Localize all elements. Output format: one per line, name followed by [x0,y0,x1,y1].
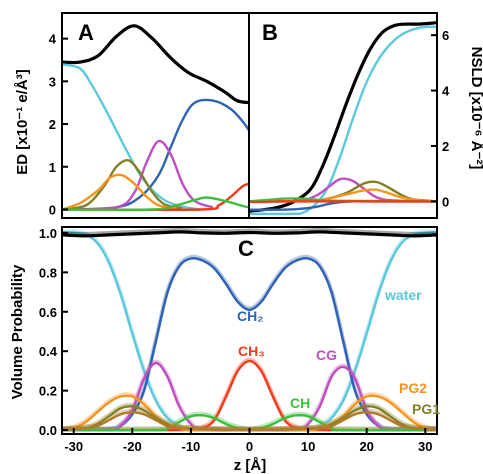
series-b-total [249,21,437,213]
ytick-label-b: 4 [442,84,450,99]
xtick-label-c: -30 [64,439,83,454]
panel-label-c: C [238,236,254,261]
plot-area-a [62,24,249,212]
ytick-label-a: 4 [49,32,57,47]
series-c-pg2-shadow [62,392,437,431]
series-a-ch2 [62,98,249,211]
x-axis-label-z: z [Å] [234,457,267,474]
ytick-label-a: 2 [49,117,56,132]
label-cg: CG [316,347,337,363]
panel-label-b: B [262,20,278,45]
label-pg1: PG1 [412,401,440,417]
label-ch2: CH₂ [237,308,263,324]
ytick-label-c: 0.6 [39,305,57,320]
plot-area-b [249,21,437,216]
series-c-water [62,231,437,432]
ytick-label-b: 2 [442,139,449,154]
ytick-label-c: 0.8 [39,265,57,280]
xtick-label-c: -10 [182,439,201,454]
series-c-total [62,230,437,238]
ytick-label-c: 0.0 [39,423,57,438]
panel-label-a: A [78,20,94,45]
series-a-total [62,24,249,105]
xtick-label-c: -20 [123,439,142,454]
series-a-ch [62,196,249,212]
series-a-cg [62,139,214,211]
y-axis-label-ed: ED [x10⁻¹ e/Å³] [14,69,31,174]
label-ch: CH [290,395,310,411]
ytick-label-b: 0 [442,194,449,209]
label-water: water [384,287,422,303]
panel-c-volume-probability: 0.0 0.2 0.4 0.6 0.8 1.0 -30 -20 -10 0 10 20 30 [39,226,438,454]
series-a-water [62,63,201,211]
series-b-water [249,25,437,216]
label-ch3: CH₃ [238,343,265,359]
ytick-label-c: 0.4 [39,344,58,359]
series-c-ch2 [62,257,437,432]
xtick-label-c: 30 [418,439,432,454]
panel-b-neutron-sld: 0 2 4 6 [248,12,450,219]
series-a-pg2 [62,173,177,211]
ytick-label-b: 6 [442,28,449,43]
y-axis-label-nsld: NSLD [x10⁻⁶ Å⁻²] [468,47,483,170]
xtick-label-c: 10 [301,439,315,454]
ytick-label-a: 0 [49,202,56,217]
xtick-label-c: 0 [246,439,253,454]
series-b-ch3 [249,200,437,204]
label-pg2: PG2 [399,380,427,396]
ytick-label-c: 0.2 [39,384,57,399]
xtick-label-c: 20 [359,439,373,454]
y-axis-label-volume: Volume Probability [9,264,26,399]
ytick-label-a: 1 [49,160,56,175]
frame-b [248,12,438,219]
ytick-label-c: 1.0 [39,226,57,241]
series-a-pg1 [62,158,183,211]
ytick-label-a: 3 [49,74,56,89]
